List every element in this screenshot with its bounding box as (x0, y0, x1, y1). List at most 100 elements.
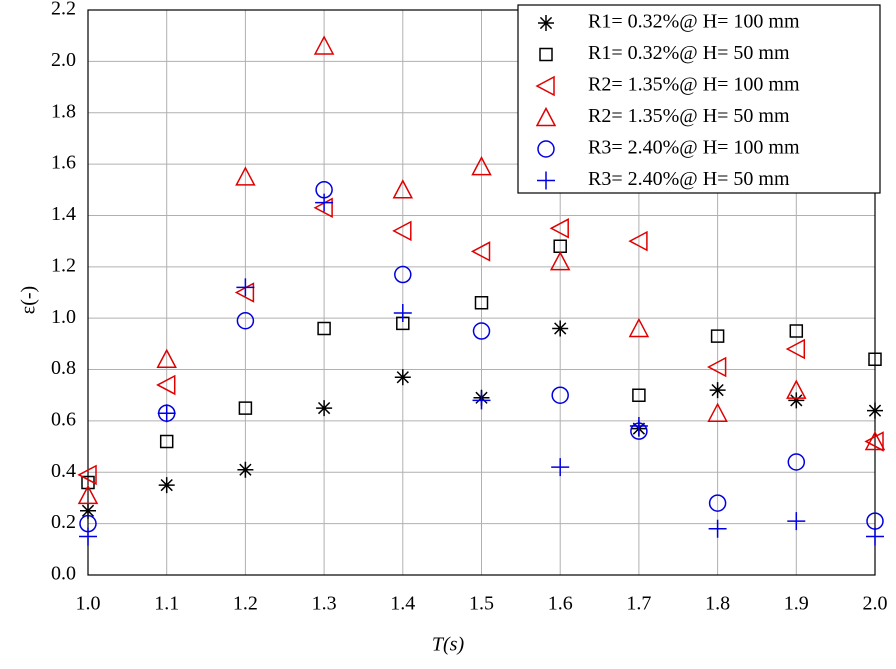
data-point (786, 379, 807, 399)
y-tick-label: 0.2 (51, 511, 76, 533)
data-point (708, 494, 727, 512)
x-tick-label: 1.6 (548, 593, 573, 615)
data-point (785, 338, 806, 360)
y-tick-label: 0.6 (51, 409, 76, 431)
y-tick-label: 1.8 (51, 100, 76, 122)
data-point (392, 220, 412, 242)
legend-marker (535, 75, 555, 97)
legend-marker (537, 171, 555, 190)
data-point (630, 422, 648, 440)
x-tick-label: 1.9 (784, 593, 809, 615)
data-point (79, 514, 97, 533)
legend-marker (538, 15, 554, 31)
data-point (710, 329, 725, 343)
data-point (472, 391, 491, 410)
legend-label: R3= 2.40%@ H= 50 mm (588, 168, 790, 190)
legend-label: R1= 0.32%@ H= 100 mm (588, 11, 800, 33)
data-point (788, 392, 805, 409)
legend-label: R3= 2.40%@ H= 100 mm (588, 137, 800, 159)
data-point (709, 382, 726, 399)
legend-marker (535, 106, 557, 127)
data-point (235, 166, 256, 186)
data-point (866, 527, 884, 546)
data-point (787, 453, 806, 471)
data-point (552, 320, 569, 337)
data-point (549, 218, 569, 239)
x-tick-label: 1.8 (705, 593, 730, 615)
legend-box (517, 4, 881, 194)
data-point (238, 401, 253, 415)
y-tick-label: 1.0 (51, 306, 76, 328)
data-point (81, 475, 95, 490)
plot-frame (87, 9, 876, 576)
y-tick-label: 2.0 (51, 49, 76, 71)
data-point (632, 388, 646, 402)
y-tick-label: 0.8 (51, 357, 76, 379)
data-point (317, 321, 331, 336)
data-point (706, 356, 727, 378)
x-tick-label: 2.0 (863, 593, 888, 615)
data-point (159, 434, 174, 449)
data-point (707, 402, 728, 422)
data-point (158, 477, 175, 494)
data-point (237, 461, 254, 478)
data-point (392, 179, 414, 199)
data-point (79, 527, 97, 546)
data-point (394, 369, 411, 386)
y-tick-label: 2.2 (51, 0, 76, 20)
legend-marker (537, 140, 555, 158)
legend-marker (539, 47, 553, 62)
data-point (315, 193, 334, 212)
data-point (80, 502, 96, 519)
data-point (549, 251, 571, 271)
data-point (866, 512, 884, 530)
data-point (77, 484, 99, 505)
legend-label: R2= 1.35%@ H= 100 mm (588, 74, 800, 96)
x-tick-label: 1.1 (154, 593, 179, 615)
data-point (396, 316, 410, 331)
data-point (629, 417, 648, 436)
data-point (236, 312, 255, 330)
legend-label: R2= 1.35%@ H= 50 mm (588, 105, 790, 127)
x-tick-label: 1.2 (233, 593, 258, 615)
data-point (471, 156, 492, 176)
y-tick-label: 0.0 (51, 563, 76, 585)
data-point (470, 241, 491, 262)
data-point (551, 386, 569, 404)
data-point (236, 278, 255, 297)
data-point (156, 374, 176, 396)
data-point (156, 348, 177, 369)
data-point (157, 404, 176, 423)
data-point (553, 239, 567, 254)
y-tick-label: 1.4 (51, 203, 76, 225)
data-point (864, 431, 884, 452)
data-point (551, 458, 570, 477)
data-point (787, 512, 806, 531)
data-point (868, 352, 882, 367)
x-axis-label: T(s) (432, 634, 465, 656)
data-point (316, 400, 333, 417)
data-point (393, 304, 412, 323)
data-point (394, 265, 412, 284)
x-tick-label: 1.5 (469, 593, 494, 615)
x-tick-label: 1.7 (626, 593, 651, 615)
data-point (77, 464, 97, 486)
x-tick-label: 1.4 (390, 593, 415, 615)
y-tick-label: 1.6 (51, 152, 76, 174)
x-tick-label: 1.3 (312, 593, 337, 615)
data-point (474, 296, 489, 310)
y-tick-label: 0.4 (51, 460, 76, 482)
data-point (708, 519, 727, 538)
data-point (867, 402, 883, 419)
data-point (472, 322, 491, 340)
legend-label: R1= 0.32%@ H= 50 mm (588, 42, 790, 64)
x-tick-label: 1.0 (76, 593, 101, 615)
data-point (628, 317, 650, 338)
y-axis-label: ε(-) (18, 286, 40, 314)
data-point (864, 430, 886, 451)
data-point (789, 324, 804, 338)
data-point (313, 35, 335, 55)
data-point (628, 230, 648, 252)
